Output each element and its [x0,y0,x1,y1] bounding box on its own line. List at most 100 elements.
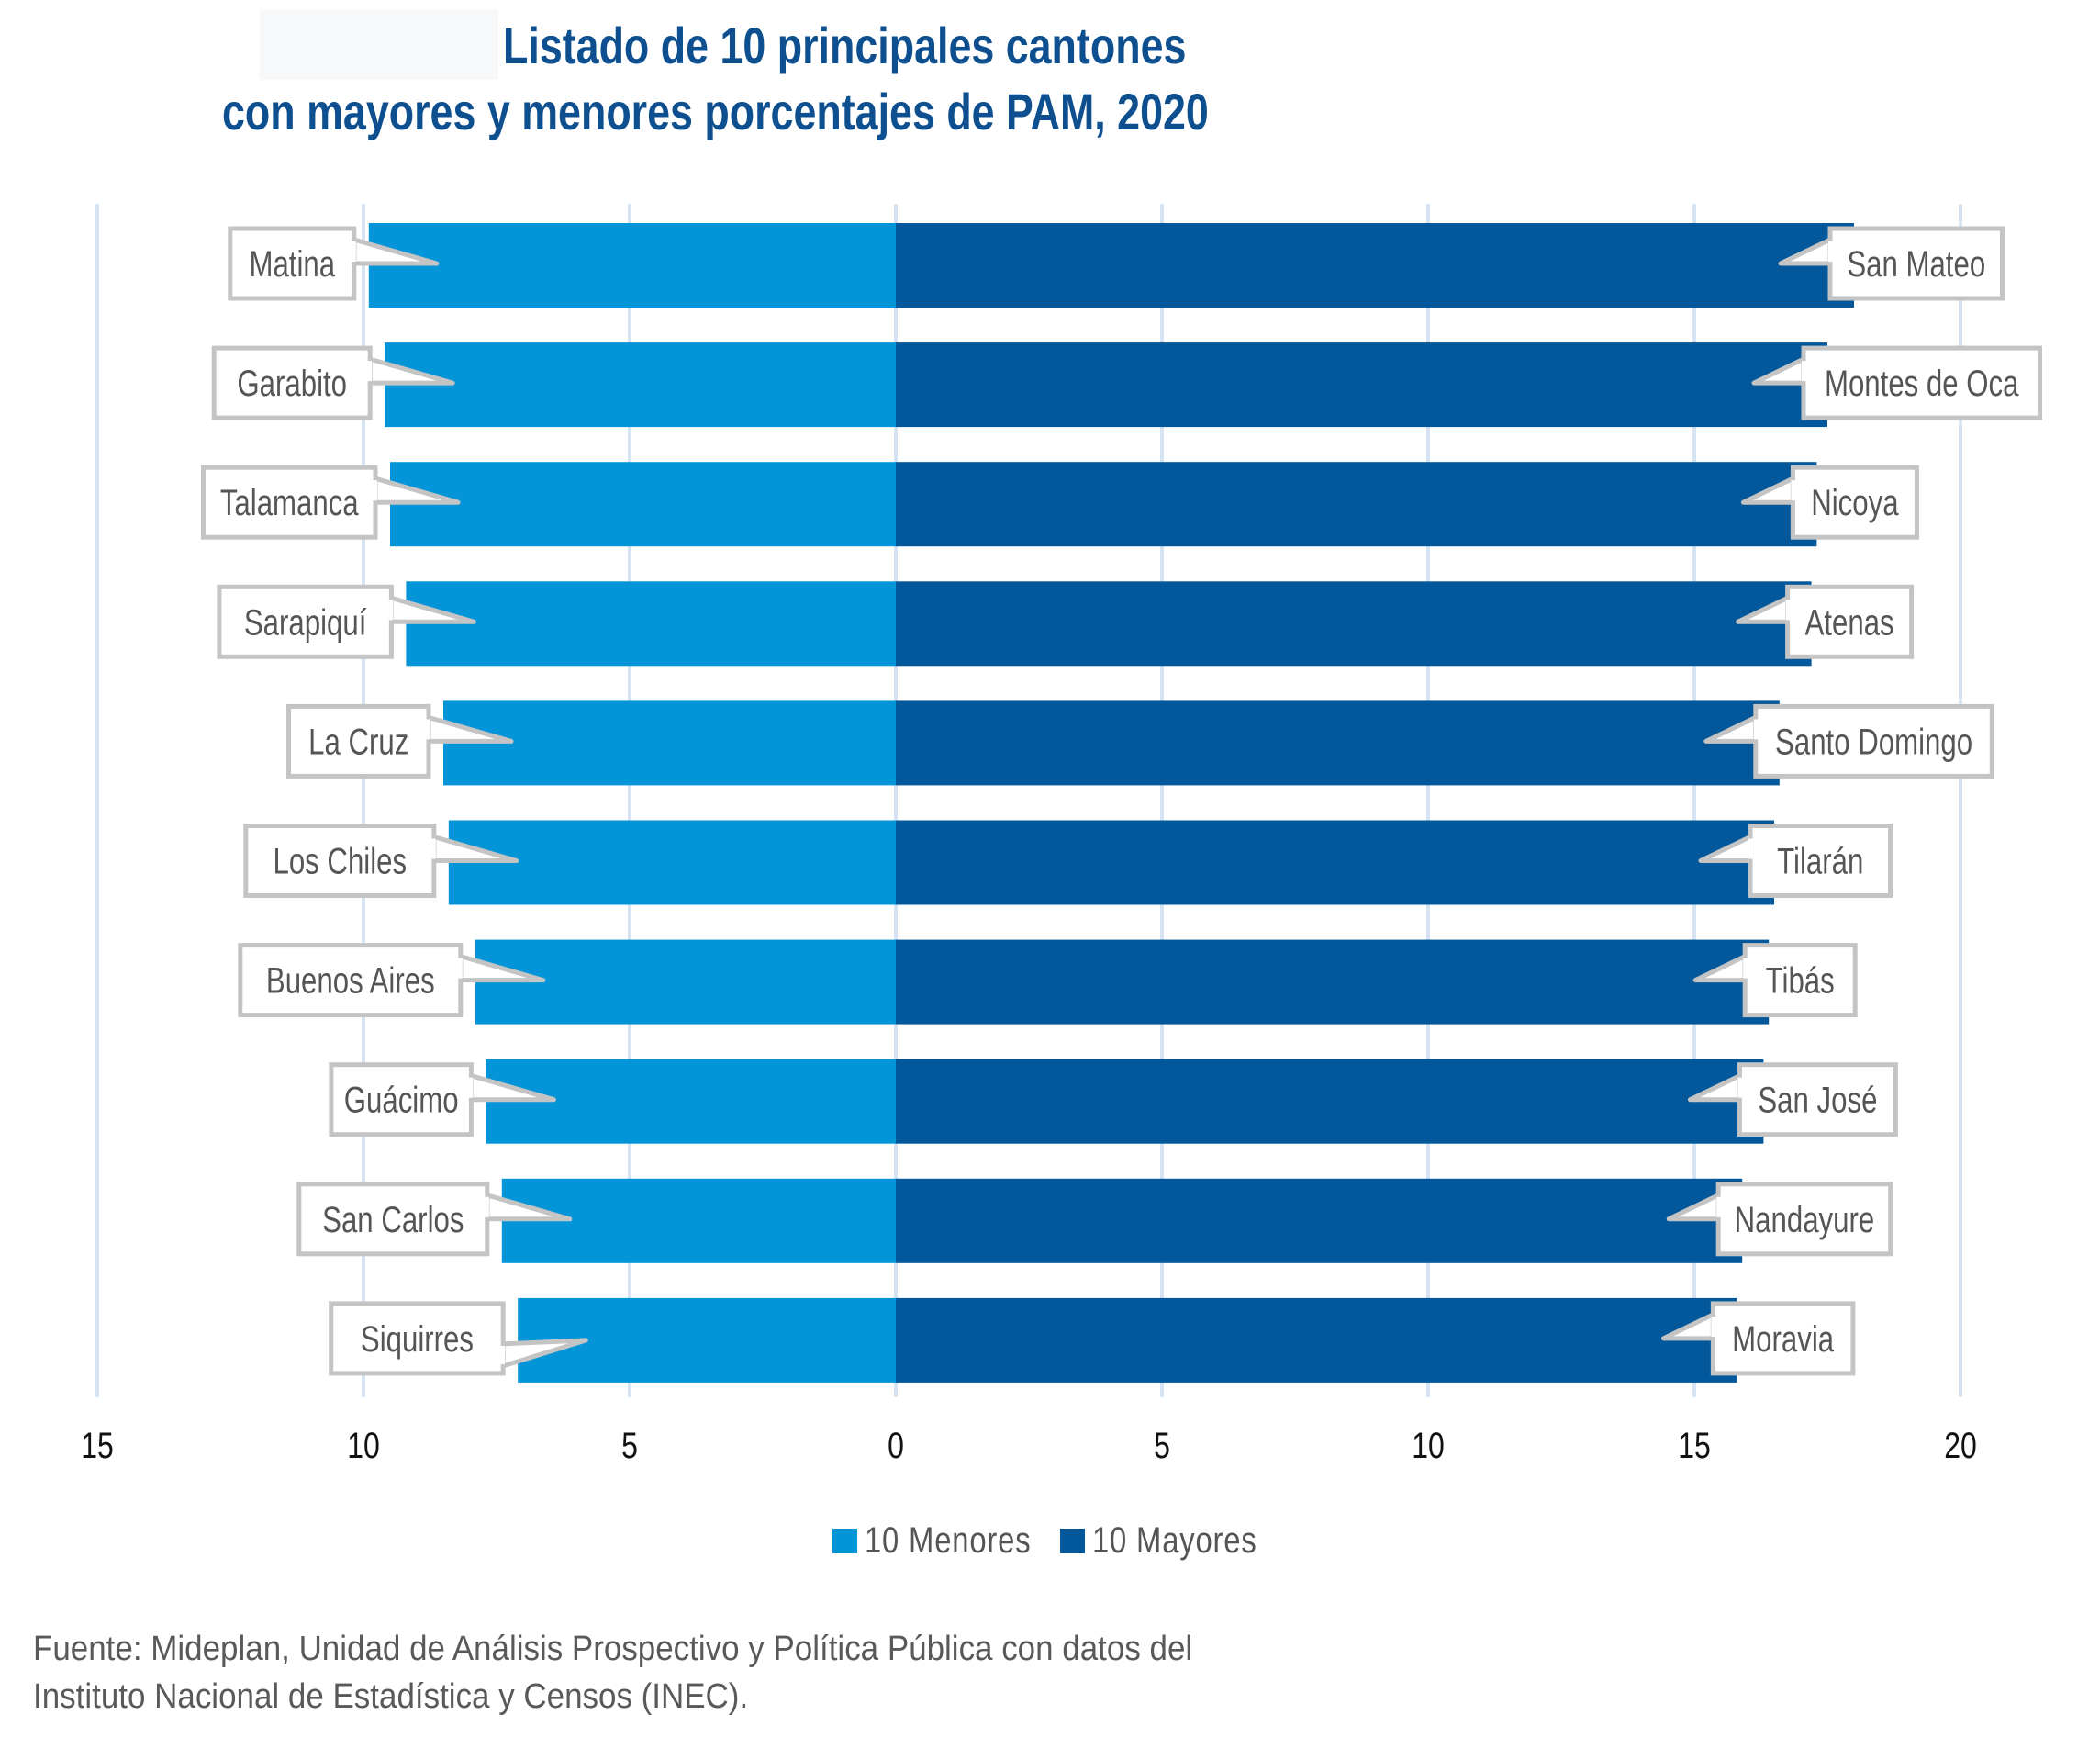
callout-seam [1711,1316,1716,1337]
legend-swatch-mayores [1060,1529,1086,1553]
callout-label: La Cruz [286,703,514,779]
callout-label: Matina [228,226,440,301]
x-axis-ticks: 15 10 5 0 5 10 15 20 [81,1425,1977,1466]
callout-box [1715,1182,1893,1257]
callout-box [1742,943,1858,1018]
callout-label: Guácimo [329,1062,556,1137]
callout-seam [457,958,463,979]
legend-swatch-menores [832,1529,857,1553]
category-label: Buenos Aires [266,960,435,1002]
callout-label: San Mateo [1778,226,2005,301]
bar-mayores [896,939,1770,1025]
category-callouts: Matina Garabito Talamanca Sarapiquí La Cruz L… [201,226,2042,1376]
category-label: Atenas [1805,602,1894,644]
callout-box [329,1062,474,1137]
category-label: San José [1758,1080,1877,1121]
callout-label: Montes de Oca [1751,345,2042,420]
callout-seam [430,838,436,859]
category-label: Santo Domingo [1775,722,1972,763]
callout-seam [367,361,373,382]
callout-box [1827,226,2005,301]
category-label: Talamanca [220,483,359,524]
legend-item-mayores[interactable]: 10 Mayores [1060,1520,1268,1562]
category-label: Tibás [1766,960,1835,1002]
callout-box [201,465,378,540]
bar-mayores [896,462,1817,547]
callout-box [238,943,464,1018]
category-label: Nandayure [1735,1199,1875,1240]
x-tick-label: 5 [1154,1425,1170,1466]
callout-label: Los Chiles [243,824,519,898]
legend-item-menores[interactable]: 10 Menores [832,1520,1042,1562]
x-tick-label: 5 [621,1425,638,1466]
x-tick-label: 15 [1678,1425,1711,1466]
callout-box [329,1301,506,1376]
x-tick-label: 10 [347,1425,380,1466]
x-tick-label: 10 [1412,1425,1445,1466]
callout-seam [484,1196,489,1217]
callout-label: Siquirres [329,1301,588,1376]
legend: 10 Menores 10 Mayores [0,1520,2100,1562]
callout-box [1753,703,1994,779]
callout-label: Tibás [1692,943,1858,1018]
category-label: Tilarán [1777,841,1863,882]
callout-box [1785,584,1915,659]
callout-box [286,703,431,779]
category-label: Guácimo [344,1080,459,1121]
x-tick-label: 15 [81,1425,114,1466]
bar-mayores [896,223,1854,308]
x-tick-label: 20 [1944,1425,1977,1466]
chart-title-line-1: Listado de 10 principales cantones [503,17,1187,74]
legend-label-menores: 10 Menores [864,1520,1032,1561]
category-label: La Cruz [308,722,408,763]
callout-label: Buenos Aires [238,943,546,1018]
callout-label: Moravia [1660,1301,1856,1376]
callout-label: San Carlos [296,1182,573,1257]
callout-label: Santo Domingo [1703,703,1994,779]
callout-seam [1828,241,1833,262]
bar-menores [443,700,896,786]
callout-seam [1791,480,1796,501]
bar-menores [406,581,896,667]
callout-seam [1748,838,1753,859]
callout-label: Nandayure [1666,1182,1893,1257]
category-label: San Carlos [322,1199,464,1240]
callout-seam [1753,719,1759,740]
legend-label-mayores: 10 Mayores [1092,1520,1257,1561]
callout-seam [1737,1077,1743,1098]
callout-seam [1716,1196,1722,1217]
callout-seam [373,480,377,501]
category-label: Garabito [237,363,347,404]
bar-menores [368,223,896,308]
callout-box [1737,1062,1898,1137]
callout-seam [426,719,430,740]
callout-label: San José [1687,1062,1898,1137]
category-label: Nicoya [1811,483,1898,524]
callout-box [1710,1301,1856,1376]
bar-menores [390,462,896,547]
title-highlight-box [260,10,498,80]
callout-seam [1743,958,1748,979]
bar-mayores [896,581,1812,667]
bar-menores [385,342,896,428]
callout-label: Garabito [211,345,455,420]
callout-box [243,824,437,898]
bar-mayores [896,1059,1764,1144]
bar-mayores [896,1297,1737,1383]
bars [368,223,1854,1383]
callout-seam [500,1345,506,1364]
source-line-2: Instituto Nacional de Estadística y Cens… [33,1677,749,1716]
source-note: Fuente: Mideplan, Unidad de Análisis Pro… [33,1625,1192,1720]
x-tick-label: 0 [888,1425,904,1466]
callout-label: Nicoya [1740,465,1919,540]
callout-seam [468,1077,474,1098]
callout-box [211,345,373,420]
category-label: Los Chiles [273,841,407,882]
callout-seam [351,241,356,262]
callout-box [1748,824,1893,898]
callout-seam [388,600,394,621]
bar-mayores [896,1178,1743,1263]
category-label: Siquirres [361,1318,474,1360]
callout-box [1801,345,2042,420]
